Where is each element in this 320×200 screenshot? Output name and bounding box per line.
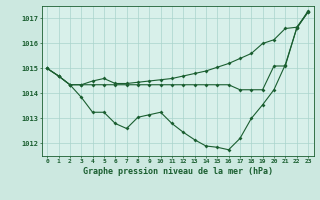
X-axis label: Graphe pression niveau de la mer (hPa): Graphe pression niveau de la mer (hPa) (83, 167, 273, 176)
